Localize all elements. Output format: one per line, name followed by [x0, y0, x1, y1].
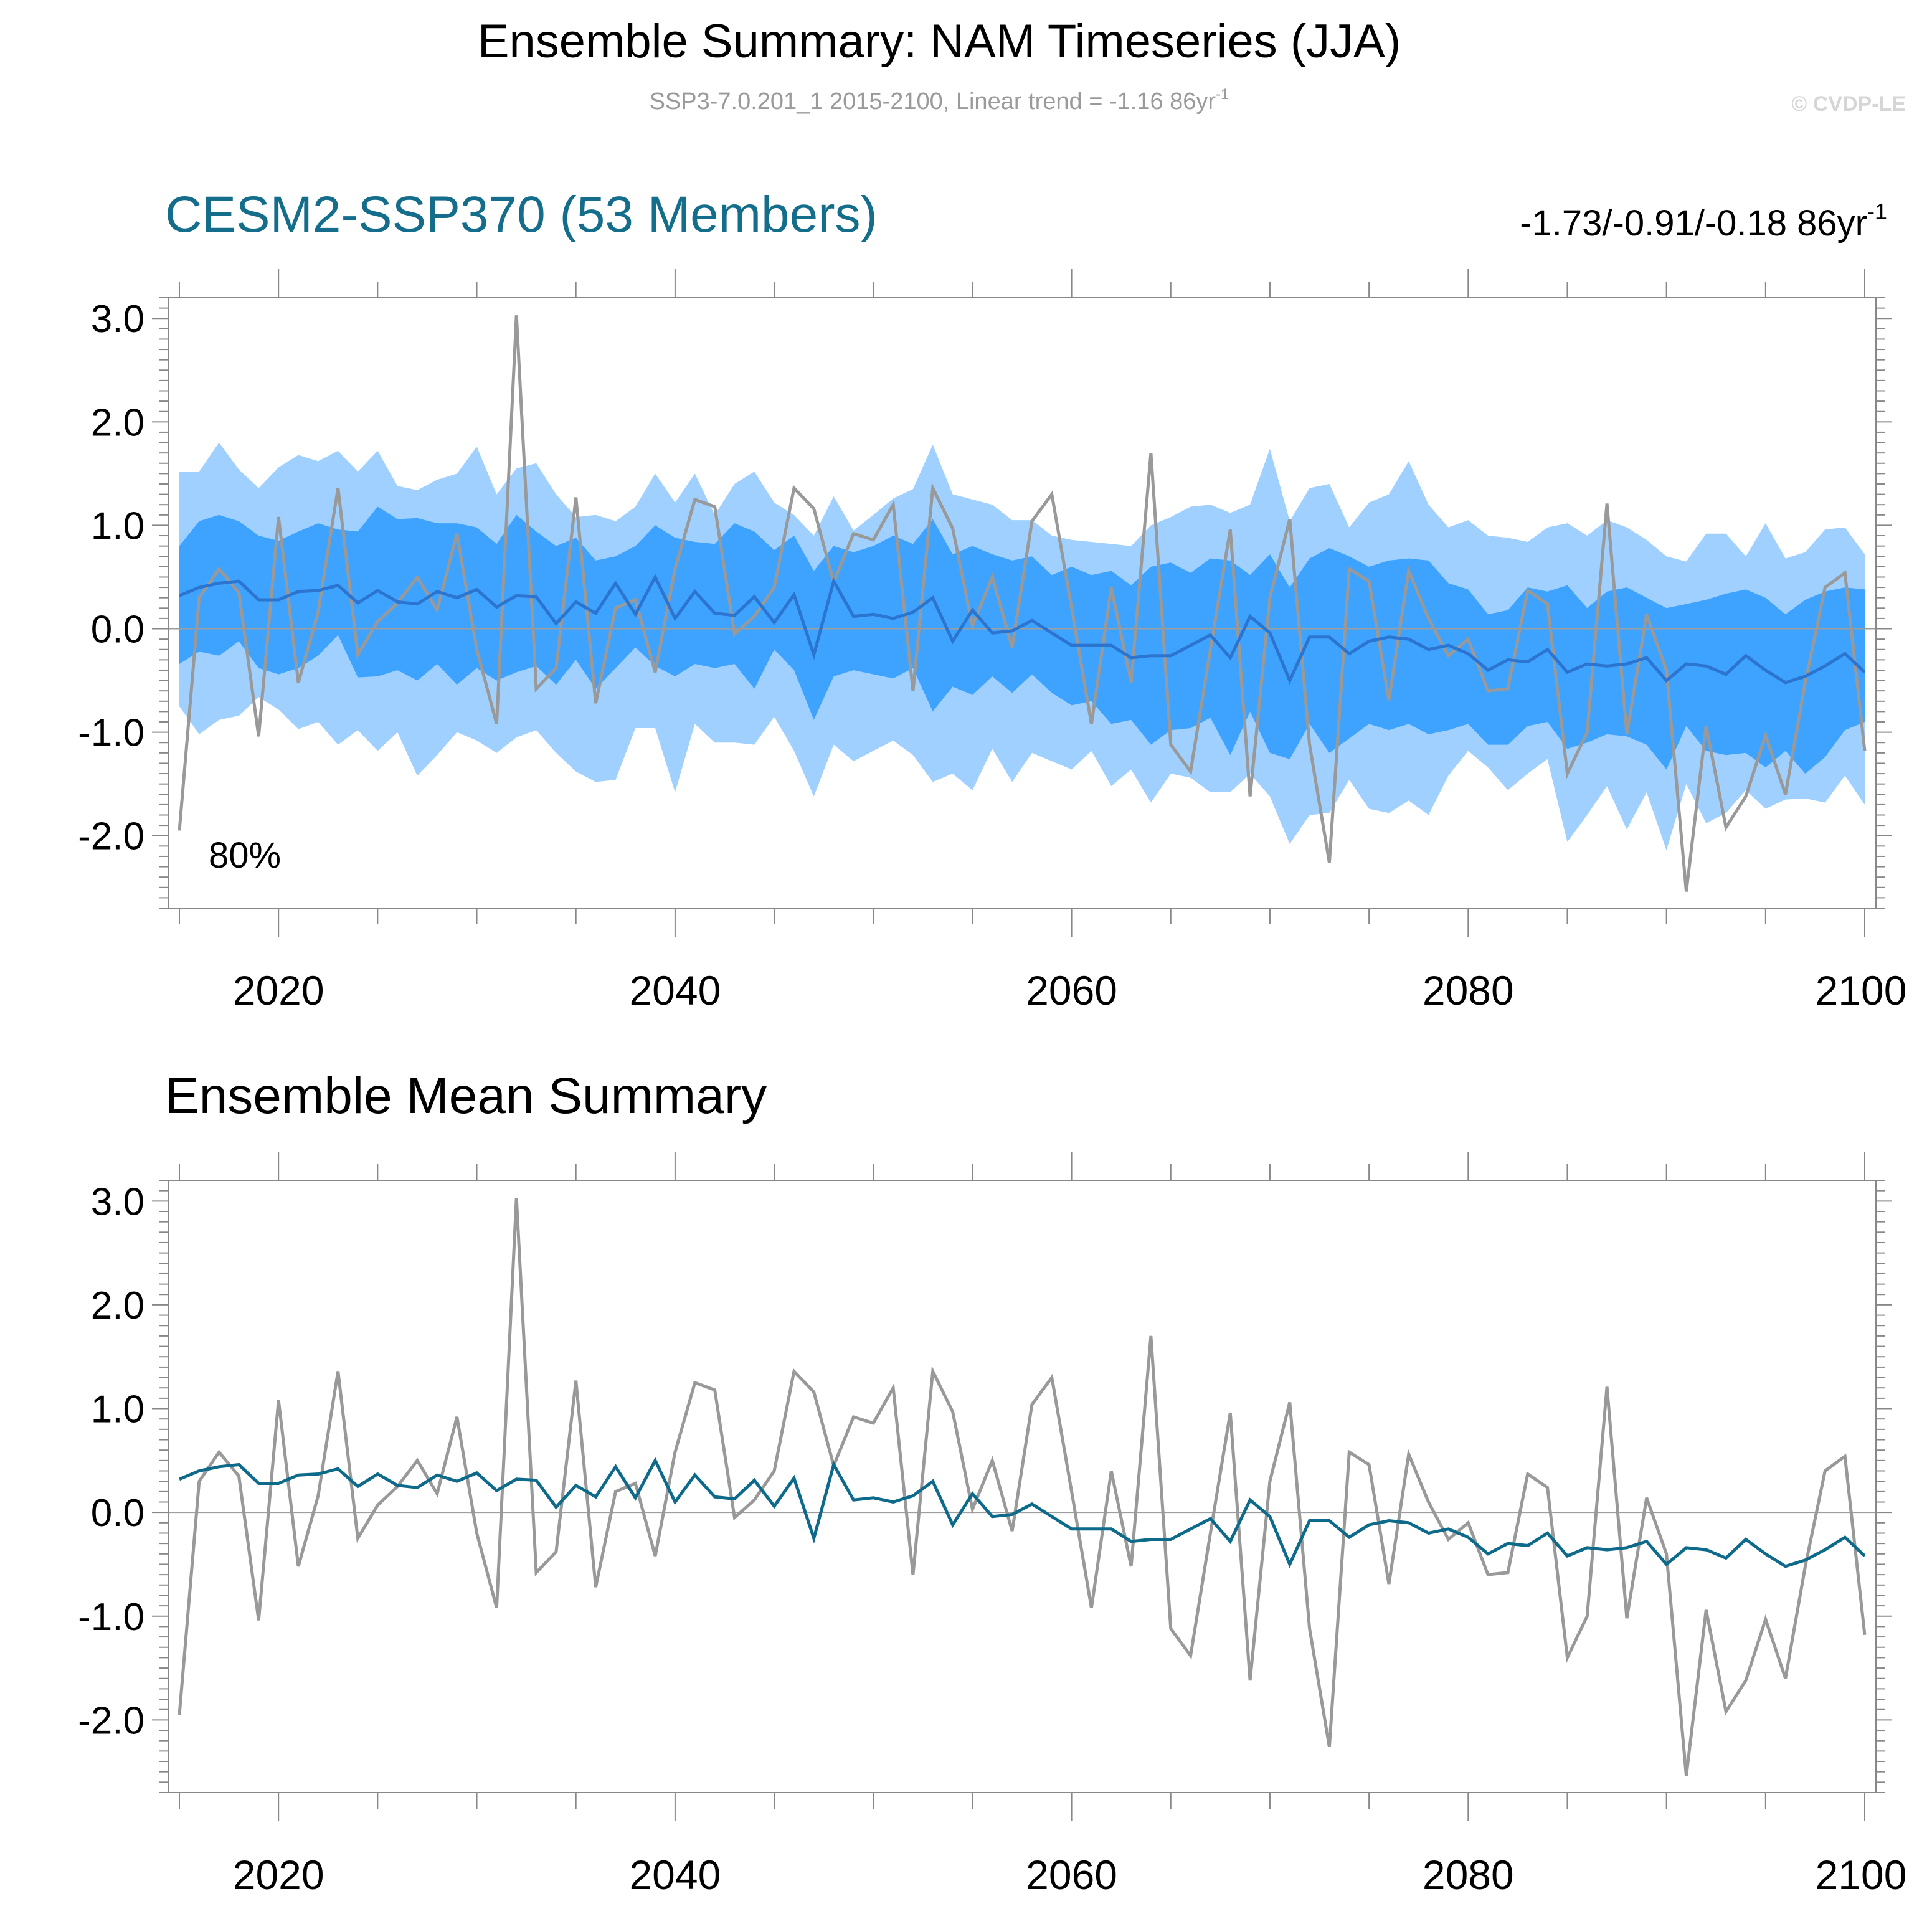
x-tick-label: 2060: [1026, 1852, 1117, 1898]
x-tick-label: 2100: [1816, 967, 1907, 1013]
y-tick-label: 1.0: [91, 1388, 144, 1431]
ensemble-mean-line: [179, 573, 1866, 685]
subtitle-text: SSP3-7.0.201_1 2015-2100, Linear trend =…: [650, 88, 1216, 115]
ensemble-mean-panel: Ensemble Mean Summary 3.0 2.0 1.0 0.0 -1.0 -2…: [78, 1068, 1906, 1898]
ensemble-mean-panel-title: Ensemble Mean Summary: [165, 1068, 767, 1124]
observations-line: [178, 1198, 1867, 1776]
ensemble-panel-title: CESM2-SSP370 (53 Members): [165, 186, 878, 243]
ensemble-mean-line: [179, 1457, 1866, 1568]
trend-range-superscript: -1: [1867, 199, 1887, 224]
x-tick-label: 2020: [233, 967, 324, 1013]
trend-range-label: -1.73/-0.91/-0.18 86yr-1: [1520, 199, 1887, 244]
y-tick-label: 1.0: [91, 505, 144, 547]
y-tick-label: 0.0: [91, 609, 144, 652]
x-tick-label: 2020: [233, 1852, 324, 1898]
figure-subtitle: SSP3-7.0.201_1 2015-2100, Linear trend =…: [650, 86, 1229, 115]
y-tick-label: 3.0: [91, 298, 144, 341]
y-tick-label: -2.0: [78, 815, 144, 858]
y-tick-label: 3.0: [91, 1180, 144, 1223]
x-tick-label: 2040: [629, 1852, 721, 1898]
x-tick-label: 2060: [1026, 967, 1117, 1013]
y-tick-label: 0.0: [91, 1492, 144, 1535]
y-tick-label: -1.0: [78, 1596, 144, 1639]
copyright-label: © CVDP-LE: [1791, 92, 1906, 116]
plot-frame: [168, 297, 1877, 909]
figure-title: Ensemble Summary: NAM Timeseries (JJA): [478, 15, 1401, 68]
y-tick-label: 2.0: [91, 1284, 144, 1327]
x-tick-label: 2100: [1816, 1852, 1907, 1898]
percentile-annotation: 80%: [209, 835, 281, 876]
plot-frame: [168, 1180, 1877, 1793]
x-tick-label: 2080: [1423, 967, 1514, 1013]
subtitle-superscript: -1: [1216, 86, 1229, 103]
x-tick-label: 2080: [1423, 1852, 1514, 1898]
ensemble-panel: CESM2-SSP370 (53 Members) -1.73/-0.91/-0…: [78, 186, 1906, 1013]
observations-line: [178, 315, 1867, 892]
trend-range-text: -1.73/-0.91/-0.18 86yr: [1520, 203, 1867, 244]
y-tick-label: -2.0: [78, 1699, 144, 1742]
y-tick-label: -1.0: [78, 712, 144, 755]
x-tick-label: 2040: [629, 967, 721, 1013]
y-tick-label: 2.0: [91, 401, 144, 444]
inner-band: [179, 506, 1865, 774]
